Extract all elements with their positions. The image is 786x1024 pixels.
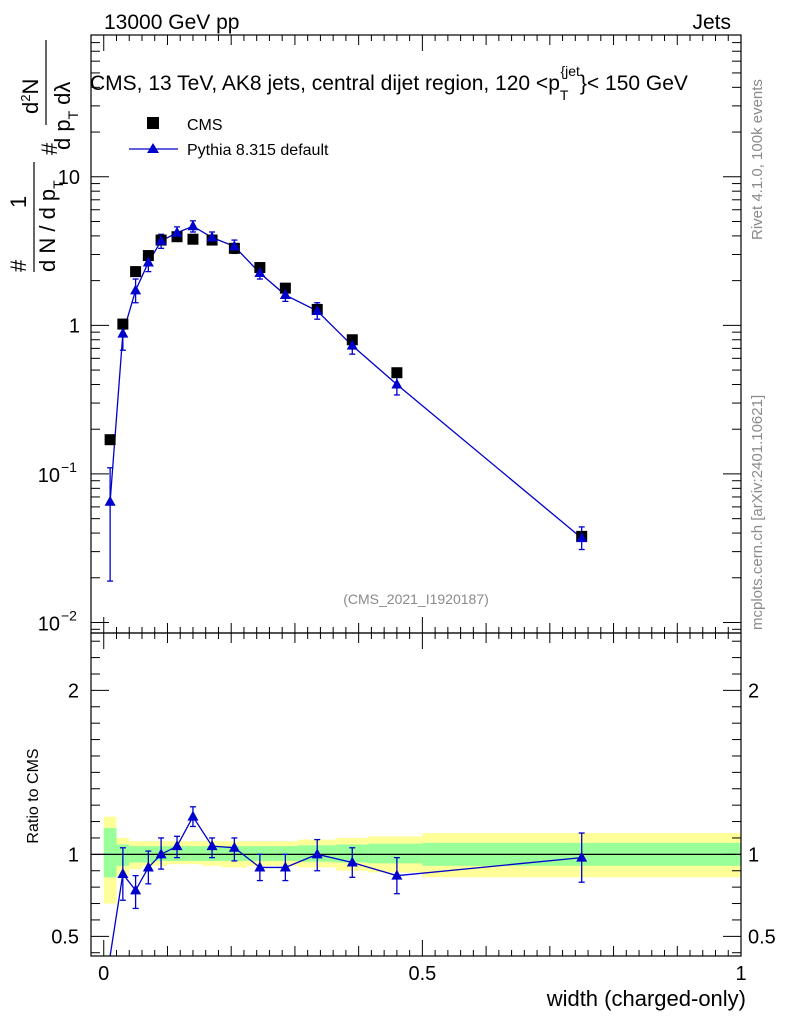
header-category-label: Jets: [692, 11, 731, 34]
ratio-point: [117, 868, 129, 879]
ylabel-denominator: d N / d pT: [35, 180, 66, 272]
ratio-axes: 0.5 0.51 12 20 0.5 1: [51, 633, 776, 985]
ylabel-T-1: T: [50, 180, 66, 189]
cms-point: [130, 266, 142, 278]
x-axis-label: width (charged-only): [546, 986, 746, 1011]
uncertainty-band-green: [272, 846, 299, 861]
ratio-y-tick-label-right: 1: [748, 844, 759, 866]
ylabel-squared: 2: [18, 95, 33, 102]
cms-point: [187, 233, 199, 245]
uncertainty-band-green: [103, 828, 117, 878]
ratio-point: [171, 840, 183, 851]
pythia-point: [117, 327, 129, 338]
pythia-point: [254, 267, 266, 278]
ratio-y-tick-label-left: 0.5: [51, 926, 79, 948]
ylabel-hash-2: #: [37, 142, 62, 155]
legend-pythia-label: Pythia 8.315 default: [187, 142, 329, 159]
y-tick-label-exponent: −2: [61, 608, 77, 624]
ratio-point: [346, 856, 358, 867]
legend-cms-marker: [147, 117, 159, 129]
uncertainty-band-green: [368, 843, 423, 864]
pythia-point: [228, 240, 240, 251]
pythia-point: [346, 339, 358, 350]
y-tick-label: 1: [69, 315, 80, 337]
header-energy-label: 13000 GeV pp: [104, 11, 239, 34]
ylabel-numerator: d2N: [18, 79, 43, 114]
chart-title: CMS, 13 TeV, AK8 jets, central dijet reg…: [90, 63, 688, 103]
y-tick-label: 10: [38, 614, 60, 636]
ylabel-denominator-2: d pTdλ: [50, 82, 81, 150]
ylabel-N: N: [18, 79, 43, 95]
x-tick-label: 1: [735, 963, 746, 985]
pythia-point: [311, 304, 323, 315]
ylabel-hash-1: #: [6, 259, 31, 272]
ratio-y-axis-label: Ratio to CMS: [25, 748, 42, 843]
title-sup: {jet: [560, 63, 580, 79]
title-post: }< 150 GeV: [580, 72, 688, 95]
y-tick-label-exponent: −1: [61, 459, 77, 475]
ratio-point: [576, 851, 588, 862]
pythia-point: [279, 289, 291, 300]
cms-point: [391, 367, 403, 379]
ratio-frame: [90, 632, 742, 957]
cms-point: [117, 318, 129, 330]
rivet-version-label: Rivet 4.1.0, 100k events: [749, 79, 766, 240]
pythia-point: [391, 378, 403, 389]
ratio-point: [311, 848, 323, 859]
cms-point: [142, 250, 154, 262]
uncertainty-band-green: [186, 846, 203, 861]
y-tick-label: 10: [38, 465, 60, 487]
ratio-point: [142, 861, 154, 872]
ylabel-d: d: [18, 102, 43, 114]
ratio-plot-area: [91, 806, 741, 957]
pythia-point: [171, 226, 183, 237]
pythia-point: [187, 220, 199, 231]
ratio-y-tick-label-right: 2: [748, 680, 759, 702]
y-tick-label: 10: [58, 167, 80, 189]
ratio-point: [279, 861, 291, 872]
ratio-point: [391, 869, 403, 880]
cms-point: [104, 434, 116, 446]
pythia-point: [104, 495, 116, 506]
ylabel-one: 1: [6, 196, 31, 208]
x-tick-label: 0.5: [408, 963, 436, 985]
legend-pythia-marker: [147, 143, 159, 153]
title-pre: CMS, 13 TeV, AK8 jets, central dijet reg…: [90, 72, 560, 95]
ratio-point: [187, 810, 199, 821]
pythia-point: [155, 234, 167, 245]
ratio-point: [206, 840, 218, 851]
ylabel-dlambda: dλ: [50, 82, 75, 105]
main-y-axis-label: # 1 d N / d pT # d2N d pTdλ: [6, 40, 81, 272]
main-plot-area: [104, 220, 588, 582]
uncertainty-band-green: [247, 846, 273, 861]
title-sub: T: [560, 87, 569, 103]
pythia-point: [206, 231, 218, 242]
ratio-point: [130, 884, 142, 895]
ratio-point: [254, 861, 266, 872]
legend-cms-label: CMS: [187, 117, 223, 134]
ratio-y-tick-label-left: 2: [68, 680, 79, 702]
pythia-point: [130, 284, 142, 295]
analysis-id-annotation: (CMS_2021_I1920187): [343, 591, 489, 607]
ratio-point: [228, 841, 240, 852]
ratio-point: [155, 848, 167, 859]
ratio-y-tick-label-right: 0.5: [748, 926, 776, 948]
ylabel-T-2: T: [65, 110, 81, 119]
source-label: mcplots.cern.ch [arXiv:2401.10621]: [749, 395, 766, 630]
pythia-line: [109, 225, 583, 539]
pythia-point: [142, 256, 154, 267]
ylabel-dp-2: d p: [50, 119, 75, 150]
ratio-y-tick-label-left: 1: [68, 844, 79, 866]
x-tick-label: 0: [98, 963, 109, 985]
cms-point: [279, 282, 291, 294]
legend: CMS Pythia 8.315 default: [129, 117, 329, 159]
ylabel-dN-dp: d N / d p: [35, 189, 60, 272]
pythia-point: [576, 532, 588, 543]
